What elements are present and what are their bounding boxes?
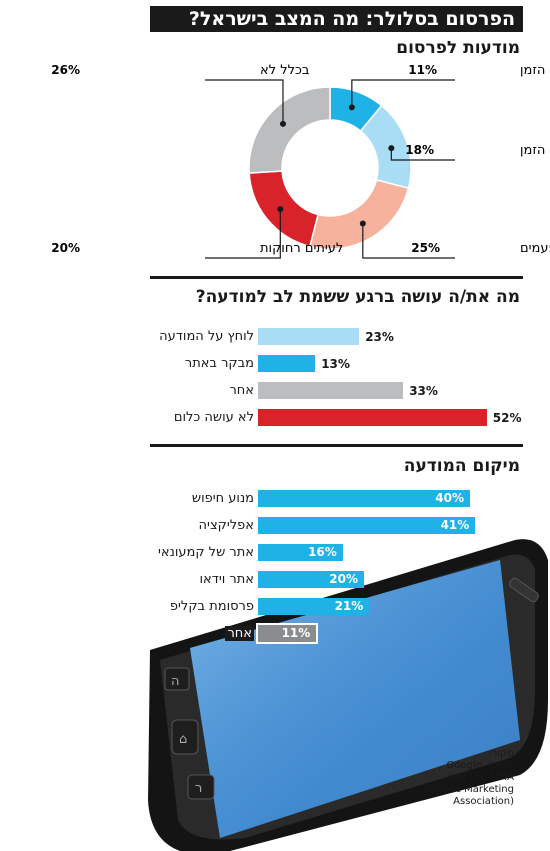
bar xyxy=(258,328,360,345)
home-icon xyxy=(171,719,199,755)
bar-value-label: 16% xyxy=(308,545,337,559)
bar-category-label: מנוע חיפוש xyxy=(191,491,254,506)
slice-value-label: 25% xyxy=(411,241,440,255)
leader-line xyxy=(351,79,455,108)
bar-value-label: 33% xyxy=(409,384,438,398)
title-bar: הפרסום בסלולר: מה המצב בישראל? xyxy=(150,6,523,32)
bar-category-label: לוחץ על המודעה xyxy=(159,329,254,344)
bar-value-label: 23% xyxy=(365,330,394,344)
svg-text:ר: ר xyxy=(195,781,202,796)
bar: 20% xyxy=(258,571,364,588)
slice-label: לעיתים רחוקות xyxy=(260,241,343,256)
donut-slice xyxy=(248,86,331,174)
slice-label: רוב הזמן xyxy=(520,143,550,158)
bar-category-label: אחר xyxy=(229,383,254,398)
bar: 16% xyxy=(258,544,343,561)
slice-value-label: 18% xyxy=(405,143,434,157)
slice-label: כל הזמן xyxy=(520,63,550,78)
slice-label: לפעמים xyxy=(520,241,550,256)
svg-text:ה: ה xyxy=(171,674,180,689)
leader-line xyxy=(205,79,284,124)
source-heading: מקור: xyxy=(488,748,514,759)
bar-value-label: 52% xyxy=(492,411,522,425)
bar-category-label: לא עושה כלום xyxy=(173,410,254,425)
bar-category-label: אפליקציה xyxy=(198,518,254,533)
section-divider xyxy=(150,276,523,279)
bar-value-label: 21% xyxy=(334,599,364,613)
bar-value-label: 40% xyxy=(435,491,464,505)
bar-value-label: 13% xyxy=(321,357,350,371)
source-line: and the MMA xyxy=(448,772,514,783)
page-title: הפרסום בסלולר: מה המצב בישראל? xyxy=(188,8,515,30)
leader-line xyxy=(362,223,455,259)
svg-text:⌂: ⌂ xyxy=(179,732,187,747)
bar-category-label: אחר xyxy=(225,626,254,641)
bar-value-label: 11% xyxy=(281,626,311,640)
leader-line xyxy=(205,209,281,259)
menu-icon xyxy=(187,774,215,800)
source-line: Association) xyxy=(453,796,514,807)
bar-value-label: 41% xyxy=(440,518,470,532)
slice-value-label: 26% xyxy=(51,63,80,77)
slice-label: בכלל לא xyxy=(260,63,309,78)
bar: 41% xyxy=(258,517,476,534)
section-divider xyxy=(150,444,523,447)
bar-category-label: אתר וידאו xyxy=(199,572,254,587)
bar-category-label: אתר של קמעונאי xyxy=(158,545,254,560)
slice-value-label: 20% xyxy=(51,241,80,255)
back-icon xyxy=(164,667,190,691)
reaction-heading: מה את/ה עושה ברגע ששמת לב למודעה? xyxy=(195,287,520,307)
source-line: (Mobile Marketing xyxy=(424,784,514,795)
leader-line xyxy=(390,148,455,161)
source-note: מקור: Google, Ipsos and the MMA (Mobile … xyxy=(424,748,514,808)
source-line: Google, Ipsos xyxy=(446,760,514,771)
awareness-heading: מודעות לפרסום xyxy=(396,38,520,58)
bar: 11% xyxy=(255,623,319,644)
awareness-donut-chart: כל הזמן 11% רוב הזמן 18% לפעמים 25% לעיתים רחו… xyxy=(51,63,550,259)
bar: 40% xyxy=(258,490,470,507)
bar xyxy=(258,382,404,399)
bar-value-label: 20% xyxy=(329,572,358,586)
bar-category-label: מבקר באתר xyxy=(184,356,254,371)
placement-heading: מיקום המודעה xyxy=(403,456,520,476)
bar: 21% xyxy=(258,598,370,615)
bar xyxy=(258,409,487,426)
slice-value-label: 11% xyxy=(408,63,437,77)
bar xyxy=(258,355,316,372)
bar-category-label: פרסומת בקליפ xyxy=(169,599,254,614)
